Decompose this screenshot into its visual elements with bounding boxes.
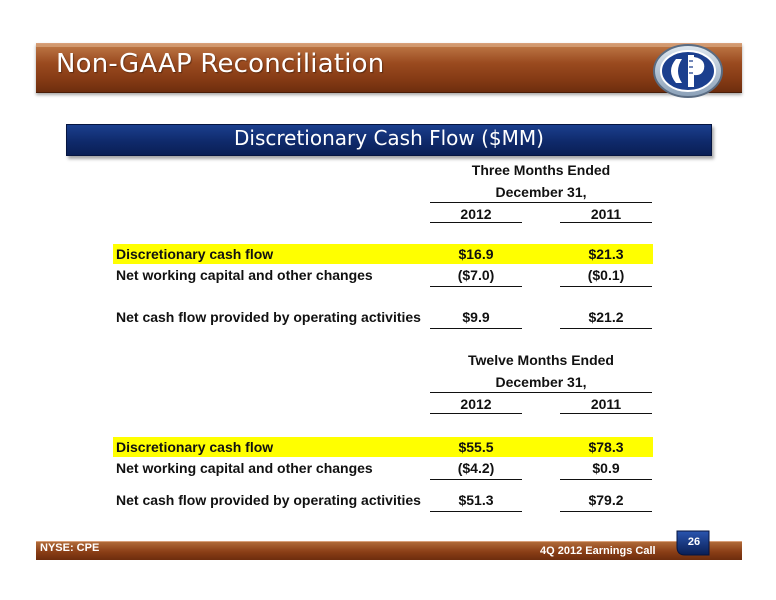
- section-banner: [66, 124, 712, 156]
- divider: [430, 511, 522, 512]
- divider: [560, 222, 652, 223]
- value-2011: ($0.1): [587, 267, 625, 283]
- section-title: Discretionary Cash Flow ($MM): [234, 126, 544, 150]
- divider: [430, 413, 522, 414]
- row-label: Net working capital and other changes: [116, 460, 373, 476]
- value-2012: ($4.2): [457, 460, 495, 476]
- divider: [430, 328, 522, 329]
- twelve-months-subheading: December 31,: [495, 374, 587, 390]
- page-title: Non-GAAP Reconciliation: [56, 49, 385, 79]
- value-2011: $78.3: [588, 439, 624, 455]
- row-label: Net cash flow provided by operating acti…: [116, 492, 421, 508]
- divider: [430, 286, 522, 287]
- three-months-subheading: December 31,: [495, 184, 587, 200]
- row-label: Discretionary cash flow: [116, 246, 274, 262]
- value-2011: $21.3: [588, 246, 624, 262]
- row-label: Net working capital and other changes: [116, 267, 373, 283]
- value-2011: $0.9: [592, 460, 620, 476]
- twelve-months-heading: Twelve Months Ended: [468, 352, 614, 368]
- divider: [560, 479, 652, 480]
- value-2012: $9.9: [462, 309, 490, 325]
- highlight-bar: [113, 244, 653, 264]
- value-2012: ($7.0): [457, 267, 495, 283]
- col-2011-header: 2011: [590, 396, 622, 412]
- highlight-bar: [113, 437, 653, 457]
- divider: [430, 222, 522, 223]
- footer-band: [36, 541, 742, 560]
- row-label: Net cash flow provided by operating acti…: [116, 309, 421, 325]
- col-2011-header: 2011: [590, 206, 622, 222]
- divider: [430, 202, 652, 203]
- divider: [430, 392, 652, 393]
- col-2012-header: 2012: [460, 396, 492, 412]
- value-2012: $16.9: [458, 246, 494, 262]
- divider: [560, 511, 652, 512]
- value-2011: $21.2: [588, 309, 624, 325]
- footer-ticker: NYSE: CPE: [40, 542, 100, 554]
- value-2011: $79.2: [588, 492, 624, 508]
- page-number-tab: [676, 530, 710, 556]
- divider: [560, 286, 652, 287]
- page-number: 26: [687, 536, 701, 548]
- divider: [430, 479, 522, 480]
- col-2012-header: 2012: [460, 206, 492, 222]
- header-band: [36, 43, 742, 93]
- row-label: Discretionary cash flow: [116, 439, 274, 455]
- company-logo-icon: [653, 44, 723, 98]
- three-months-heading: Three Months Ended: [471, 162, 611, 178]
- footer-event: 4Q 2012 Earnings Call: [540, 545, 656, 557]
- value-2012: $55.5: [458, 439, 494, 455]
- divider: [560, 328, 652, 329]
- value-2012: $51.3: [458, 492, 494, 508]
- divider: [560, 413, 652, 414]
